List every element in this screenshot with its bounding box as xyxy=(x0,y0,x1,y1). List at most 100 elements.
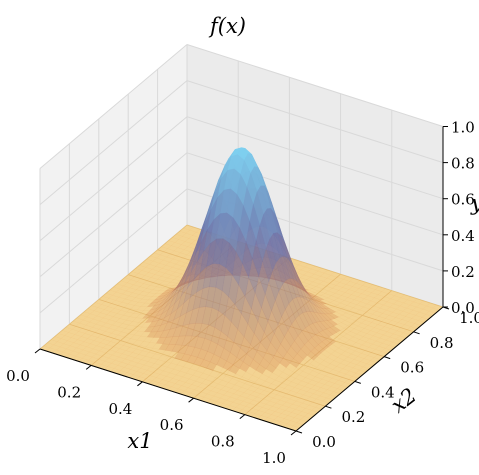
surface-facet xyxy=(188,375,200,382)
surface-facet xyxy=(117,302,129,308)
surface-facet xyxy=(251,382,262,389)
surface-facet xyxy=(306,311,317,324)
y-tick-label: 0.6 xyxy=(400,359,424,377)
surface-facet xyxy=(266,342,278,358)
surface-facet xyxy=(129,313,141,318)
surface-facet xyxy=(380,296,392,303)
surface-facet xyxy=(127,360,139,367)
surface-facet xyxy=(333,297,345,304)
surface-facet xyxy=(329,280,340,286)
surface-facet xyxy=(293,353,304,364)
z-tick-label: 0.4 xyxy=(451,227,475,245)
surface-facet xyxy=(296,363,307,372)
surface-facet xyxy=(98,355,109,362)
y-tick-label: 0.8 xyxy=(430,334,454,352)
surface-facet xyxy=(145,264,157,270)
surface-facet xyxy=(226,396,237,403)
surface-facet xyxy=(345,370,357,377)
x-tick-mark xyxy=(290,430,297,436)
surface-facet xyxy=(152,286,164,291)
surface-facet xyxy=(342,276,354,282)
surface-facet xyxy=(297,411,309,417)
surface-facet xyxy=(343,297,355,303)
surface-facet xyxy=(190,389,202,396)
surface-facet xyxy=(93,337,105,343)
surface-facet xyxy=(279,357,291,368)
surface-facet xyxy=(99,347,110,354)
surface-facet xyxy=(299,282,310,287)
y-tick-mark xyxy=(354,380,361,384)
surface-facet xyxy=(361,350,372,356)
surface-facet xyxy=(364,317,376,323)
surface-facet xyxy=(203,351,215,363)
surface-facet xyxy=(255,402,267,408)
surface-facet xyxy=(177,345,189,354)
surface-facet xyxy=(268,372,280,381)
surface-facet xyxy=(189,363,201,372)
surface-facet xyxy=(360,328,371,334)
surface-facet xyxy=(328,288,340,294)
surface-facet xyxy=(236,347,247,363)
surface-facet xyxy=(105,349,117,356)
surface-facet xyxy=(319,392,331,399)
surface-facet xyxy=(248,408,259,414)
surface-facet xyxy=(377,321,389,327)
surface-facet xyxy=(153,330,164,338)
surface-facet xyxy=(272,368,283,377)
surface-facet xyxy=(349,278,361,284)
surface-facet xyxy=(366,330,378,336)
surface-facet xyxy=(353,356,365,362)
surface-facet xyxy=(156,337,167,344)
surface-facet xyxy=(316,387,328,393)
surface-facet xyxy=(416,303,427,310)
surface-facet xyxy=(348,315,360,321)
surface-facet xyxy=(370,327,381,333)
surface-facet xyxy=(276,343,288,358)
surface-facet xyxy=(298,312,310,329)
x-tick-label: 0.8 xyxy=(211,433,235,451)
surface-facet xyxy=(252,370,263,379)
surface-facet xyxy=(319,299,331,304)
surface-facet xyxy=(337,377,349,383)
surface-facet xyxy=(103,306,115,312)
surface-facet xyxy=(141,295,153,301)
surface-facet xyxy=(173,247,185,253)
surface-facet xyxy=(118,323,130,329)
surface-facet xyxy=(133,371,144,377)
surface-facet xyxy=(233,390,245,397)
surface-facet xyxy=(155,306,166,318)
surface-facet xyxy=(327,319,338,327)
surface-facet xyxy=(261,404,273,410)
surface-facet xyxy=(101,361,112,367)
surface-facet xyxy=(229,402,240,408)
surface-facet xyxy=(86,343,98,350)
surface-facet xyxy=(301,408,313,414)
surface-facet xyxy=(342,305,354,311)
surface-facet xyxy=(262,368,273,378)
surface-facet xyxy=(397,319,409,325)
surface-facet xyxy=(78,349,90,356)
surface-facet xyxy=(69,342,81,349)
surface-facet xyxy=(315,283,327,289)
surface-facet xyxy=(149,282,161,287)
surface-facet xyxy=(349,367,360,374)
surface-facet xyxy=(296,296,307,314)
surface-facet xyxy=(294,406,306,412)
surface-facet xyxy=(203,393,215,400)
surface-facet xyxy=(339,279,351,285)
surface-facet xyxy=(246,344,258,360)
surface-facet xyxy=(134,273,146,279)
surface-facet xyxy=(419,300,431,307)
surface-facet xyxy=(94,299,106,305)
surface-facet xyxy=(181,335,193,347)
surface-facet xyxy=(368,343,379,350)
surface-facet xyxy=(368,284,380,290)
surface-facet xyxy=(179,227,191,234)
surface-facet xyxy=(78,328,89,334)
surface-facet xyxy=(87,305,99,311)
surface-facet xyxy=(146,302,158,308)
surface-facet xyxy=(110,338,121,344)
surface-facet xyxy=(226,352,237,366)
surface-facet xyxy=(240,336,251,355)
surface-facet xyxy=(362,282,373,288)
